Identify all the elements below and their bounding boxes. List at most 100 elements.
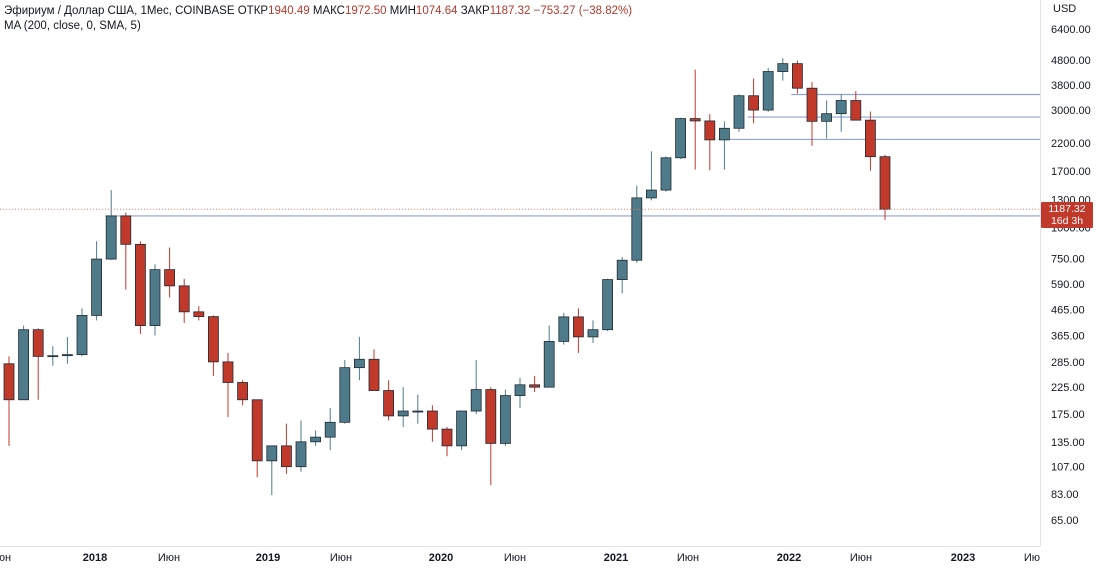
candle-up[interactable] bbox=[821, 100, 832, 139]
price-tick-label: 4800.00 bbox=[1051, 55, 1091, 67]
price-tick-label: 107.00 bbox=[1051, 462, 1085, 474]
candle-up[interactable] bbox=[616, 256, 628, 294]
candle-up[interactable] bbox=[47, 346, 59, 366]
candle-up[interactable] bbox=[660, 156, 672, 192]
price-axis[interactable]: 6400.00 4800.00 3800.00 3000.00 2200.00 1700.… bbox=[1040, 0, 1100, 546]
candle-up[interactable] bbox=[397, 387, 409, 428]
horizontal-lines bbox=[105, 93, 1040, 217]
legend-open-value: 1940.49 bbox=[268, 5, 310, 17]
price-tick-label: 135.00 bbox=[1051, 437, 1085, 449]
candle-down[interactable] bbox=[164, 247, 176, 298]
candle-down[interactable] bbox=[485, 387, 497, 486]
candle-down[interactable] bbox=[280, 423, 292, 474]
candle-body bbox=[266, 445, 278, 462]
candle-body bbox=[499, 395, 511, 444]
candle-up[interactable] bbox=[149, 264, 161, 336]
candle-up[interactable] bbox=[719, 121, 730, 170]
candle-up[interactable] bbox=[675, 117, 686, 159]
candle-down[interactable] bbox=[207, 315, 219, 376]
candle-body bbox=[865, 119, 876, 158]
candle-down[interactable] bbox=[32, 328, 44, 400]
time-year-label: 2023 bbox=[951, 552, 975, 564]
candle-down[interactable] bbox=[383, 380, 395, 421]
candle-down[interactable] bbox=[792, 60, 803, 94]
candle-up[interactable] bbox=[631, 185, 643, 263]
time-month-label: Июн bbox=[677, 552, 699, 564]
candle-up[interactable] bbox=[412, 394, 424, 424]
candle-down[interactable] bbox=[3, 356, 15, 446]
candle-up[interactable] bbox=[543, 325, 555, 388]
time-axis[interactable]: Июн 2018 Июн 2019 Июн 2020 Июн 2021 Июн 2022 Июн 20… bbox=[0, 546, 1040, 568]
candle-down[interactable] bbox=[704, 114, 716, 171]
candle-up[interactable] bbox=[558, 313, 570, 345]
candle-down[interactable] bbox=[120, 212, 132, 290]
candle-down[interactable] bbox=[178, 278, 190, 323]
candle-body bbox=[777, 63, 789, 72]
candle-body bbox=[397, 410, 409, 417]
candle-up[interactable] bbox=[646, 151, 657, 201]
candle-down[interactable] bbox=[573, 308, 584, 353]
candle-body bbox=[806, 87, 818, 122]
candle-up[interactable] bbox=[266, 445, 278, 496]
candle-up[interactable] bbox=[514, 378, 526, 409]
candle-up[interactable] bbox=[324, 408, 336, 451]
candle-down[interactable] bbox=[748, 78, 759, 124]
price-tick-label: 2200.00 bbox=[1051, 138, 1091, 150]
candle-body bbox=[134, 243, 146, 327]
candle-up[interactable] bbox=[470, 360, 482, 415]
candle-up[interactable] bbox=[499, 389, 511, 446]
candle-up[interactable] bbox=[76, 308, 88, 357]
candle-up[interactable] bbox=[456, 410, 468, 451]
candle-body bbox=[850, 100, 862, 121]
candle-up[interactable] bbox=[835, 94, 847, 132]
candle-body bbox=[733, 95, 745, 129]
candle-down[interactable] bbox=[850, 91, 862, 121]
price-tick-label: 83.00 bbox=[1051, 489, 1079, 501]
price-tick-label: 365.00 bbox=[1051, 330, 1085, 342]
candle-down[interactable] bbox=[865, 111, 876, 171]
time-year-label: 2022 bbox=[777, 552, 801, 564]
candle-body bbox=[835, 100, 847, 115]
candle-body bbox=[470, 389, 482, 412]
candle-body bbox=[193, 311, 205, 318]
candle-up[interactable] bbox=[602, 278, 613, 332]
candle-body bbox=[32, 329, 44, 357]
candle-body bbox=[543, 341, 555, 388]
candle-up[interactable] bbox=[777, 58, 789, 81]
candle-down[interactable] bbox=[689, 69, 701, 170]
candle-up[interactable] bbox=[18, 325, 30, 401]
price-tick-label: 175.00 bbox=[1051, 409, 1085, 421]
price-tick-label: 285.00 bbox=[1051, 357, 1085, 369]
candle-body bbox=[792, 63, 803, 89]
candle-up[interactable] bbox=[587, 320, 599, 343]
candle-up[interactable] bbox=[353, 336, 365, 381]
legend-close-label: ЗАКР bbox=[460, 5, 490, 17]
candle-down[interactable] bbox=[426, 405, 438, 442]
candle-up[interactable] bbox=[91, 241, 102, 321]
candle-body bbox=[383, 390, 395, 417]
candle-up[interactable] bbox=[310, 430, 322, 446]
candlestick-chart[interactable] bbox=[0, 0, 1040, 546]
candle-up[interactable] bbox=[105, 190, 117, 260]
candle-down[interactable] bbox=[368, 349, 380, 391]
candle-down[interactable] bbox=[193, 306, 205, 321]
candle-down[interactable] bbox=[251, 399, 263, 478]
candle-up[interactable] bbox=[733, 94, 745, 132]
candle-down[interactable] bbox=[441, 427, 453, 457]
candle-down[interactable] bbox=[222, 352, 234, 418]
legend-ma-indicator[interactable]: MA (200, close, 0, SMA, 5) bbox=[4, 20, 141, 32]
price-tick-label: 6400.00 bbox=[1051, 24, 1091, 36]
candle-up[interactable] bbox=[339, 360, 351, 424]
candle-body bbox=[631, 197, 643, 261]
candle-up[interactable] bbox=[762, 67, 774, 112]
candle-down[interactable] bbox=[879, 154, 891, 220]
candle-down[interactable] bbox=[806, 81, 818, 146]
legend-high-label: МАКС bbox=[312, 5, 345, 17]
candle-body bbox=[368, 358, 380, 391]
candle-down[interactable] bbox=[134, 241, 146, 334]
candle-down[interactable] bbox=[237, 380, 249, 406]
candle-down[interactable] bbox=[529, 375, 540, 393]
candle-up[interactable] bbox=[62, 336, 73, 364]
candle-body bbox=[426, 410, 438, 430]
candle-up[interactable] bbox=[295, 420, 307, 472]
